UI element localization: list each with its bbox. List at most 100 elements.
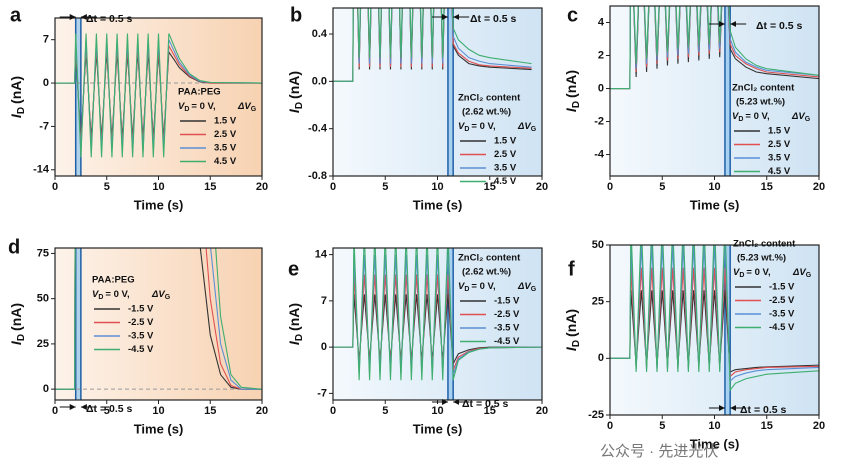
pulse-band (75, 248, 81, 400)
x-axis-label: Time (s) (134, 197, 184, 212)
legend-condition: ΔVG (237, 101, 257, 113)
cond-dvsub: G (165, 294, 171, 301)
y-label-main: I (286, 340, 302, 345)
y-tick-label: 0 (43, 383, 49, 395)
legend-label: -3.5 V (494, 323, 520, 334)
annotation: Δt = 0.5 s (756, 20, 803, 32)
legend-condition: VD = 0 V, (178, 101, 216, 113)
legend-title: ZnCl₂ content (733, 239, 796, 250)
y-tick-label: -25 (588, 409, 604, 421)
legend-label: 3.5 V (494, 163, 517, 174)
legend-label: -4.5 V (494, 336, 520, 347)
x-tick-label: 0 (52, 405, 58, 417)
legend-label: 4.5 V (768, 166, 791, 177)
legend-label: 2.5 V (768, 139, 791, 150)
annotation: Δt = 0.5 s (86, 13, 133, 25)
legend-label: 4.5 V (214, 156, 237, 167)
cond-dvsub: G (251, 106, 257, 113)
panel-letter: d (8, 236, 20, 258)
legend-title: PAA:PEG (92, 275, 135, 286)
series-line (610, 6, 819, 90)
y-tick-label: -4 (594, 148, 605, 160)
annotation: Δt = 0.5 s (462, 398, 509, 410)
x-tick-label: 20 (536, 405, 548, 417)
x-axis-label: Time (s) (690, 436, 740, 451)
cond-dvsub: G (531, 286, 537, 293)
x-tick-label: 15 (761, 181, 773, 193)
legend-condition: VD = 0 V, (458, 121, 496, 133)
y-label-main: I (286, 108, 302, 113)
x-tick-label: 10 (152, 181, 164, 193)
panel-letter: a (10, 4, 22, 26)
x-axis-label: Time (s) (134, 421, 184, 436)
plot-area (55, 18, 262, 176)
y-label-sub: D (294, 102, 305, 109)
x-tick-label: 5 (659, 181, 665, 193)
x-tick-label: 20 (813, 181, 825, 193)
plot-area (610, 245, 819, 415)
x-tick-label: 15 (204, 181, 216, 193)
legend-label: -1.5 V (769, 282, 795, 293)
legend-condition: ΔVG (517, 121, 537, 133)
x-tick-label: 5 (382, 405, 388, 417)
legend-condition: ΔVG (792, 267, 812, 279)
y-tick-label: 50 (592, 239, 604, 251)
pulse-band (447, 8, 454, 176)
cond-vsub: D (184, 106, 189, 113)
legend-label: 3.5 V (214, 143, 237, 154)
legend-label: 1.5 V (214, 116, 237, 127)
y-tick-label: 25 (37, 338, 49, 350)
cond-eq: = 0 V, (105, 289, 129, 300)
x-tick-label: 5 (382, 181, 388, 193)
cond-eq: = 0 V, (471, 281, 495, 292)
x-tick-label: 20 (813, 420, 825, 432)
y-tick-label: 2 (598, 49, 604, 61)
annotation: Δt = 0.5 s (86, 403, 133, 415)
series-line (333, 8, 532, 82)
y-tick-label: 14 (315, 249, 328, 261)
x-tick-label: 20 (256, 405, 268, 417)
legend-condition: ΔVG (517, 281, 537, 293)
y-label-unit: (nA) (563, 309, 579, 337)
series-line (55, 33, 262, 158)
y-tick-label: 7 (321, 295, 327, 307)
series-line (610, 245, 819, 392)
y-tick-label: 0 (321, 341, 327, 353)
cond-vsub: D (464, 126, 469, 133)
annotation: Δt = 0.5 s (470, 13, 517, 25)
legend-label: -2.5 V (494, 309, 520, 320)
cond-eq: = 0 V, (745, 111, 769, 122)
cond-dv: ΔV (517, 121, 531, 132)
plot-area (55, 248, 262, 400)
cond-dv: ΔV (151, 289, 165, 300)
panel-letter: f (568, 258, 575, 280)
cond-v: V (458, 281, 465, 292)
legend-condition: VD = 0 V, (732, 111, 770, 123)
y-tick-label: 0 (43, 77, 49, 89)
series-line (55, 248, 262, 390)
x-tick-label: 10 (708, 181, 720, 193)
plot-area (333, 8, 532, 176)
panel-letter: b (290, 4, 302, 26)
y-tick-label: -2 (594, 115, 604, 127)
legend-label: 2.5 V (214, 129, 237, 140)
y-tick-label: -14 (33, 164, 50, 176)
legend-title: ZnCl₂ content (732, 83, 795, 94)
y-axis-label: ID (nA) (563, 70, 582, 112)
y-tick-label: 50 (37, 293, 49, 305)
series-line (333, 8, 532, 82)
legend-label: 4.5 V (494, 176, 517, 187)
plot-background (55, 248, 262, 400)
cond-dv: ΔV (792, 267, 806, 278)
series-line (333, 248, 542, 381)
cond-dvsub: G (805, 116, 811, 123)
y-tick-label: 7 (43, 34, 49, 46)
legend-label: -4.5 V (769, 322, 795, 333)
y-tick-label: 0 (598, 82, 604, 94)
